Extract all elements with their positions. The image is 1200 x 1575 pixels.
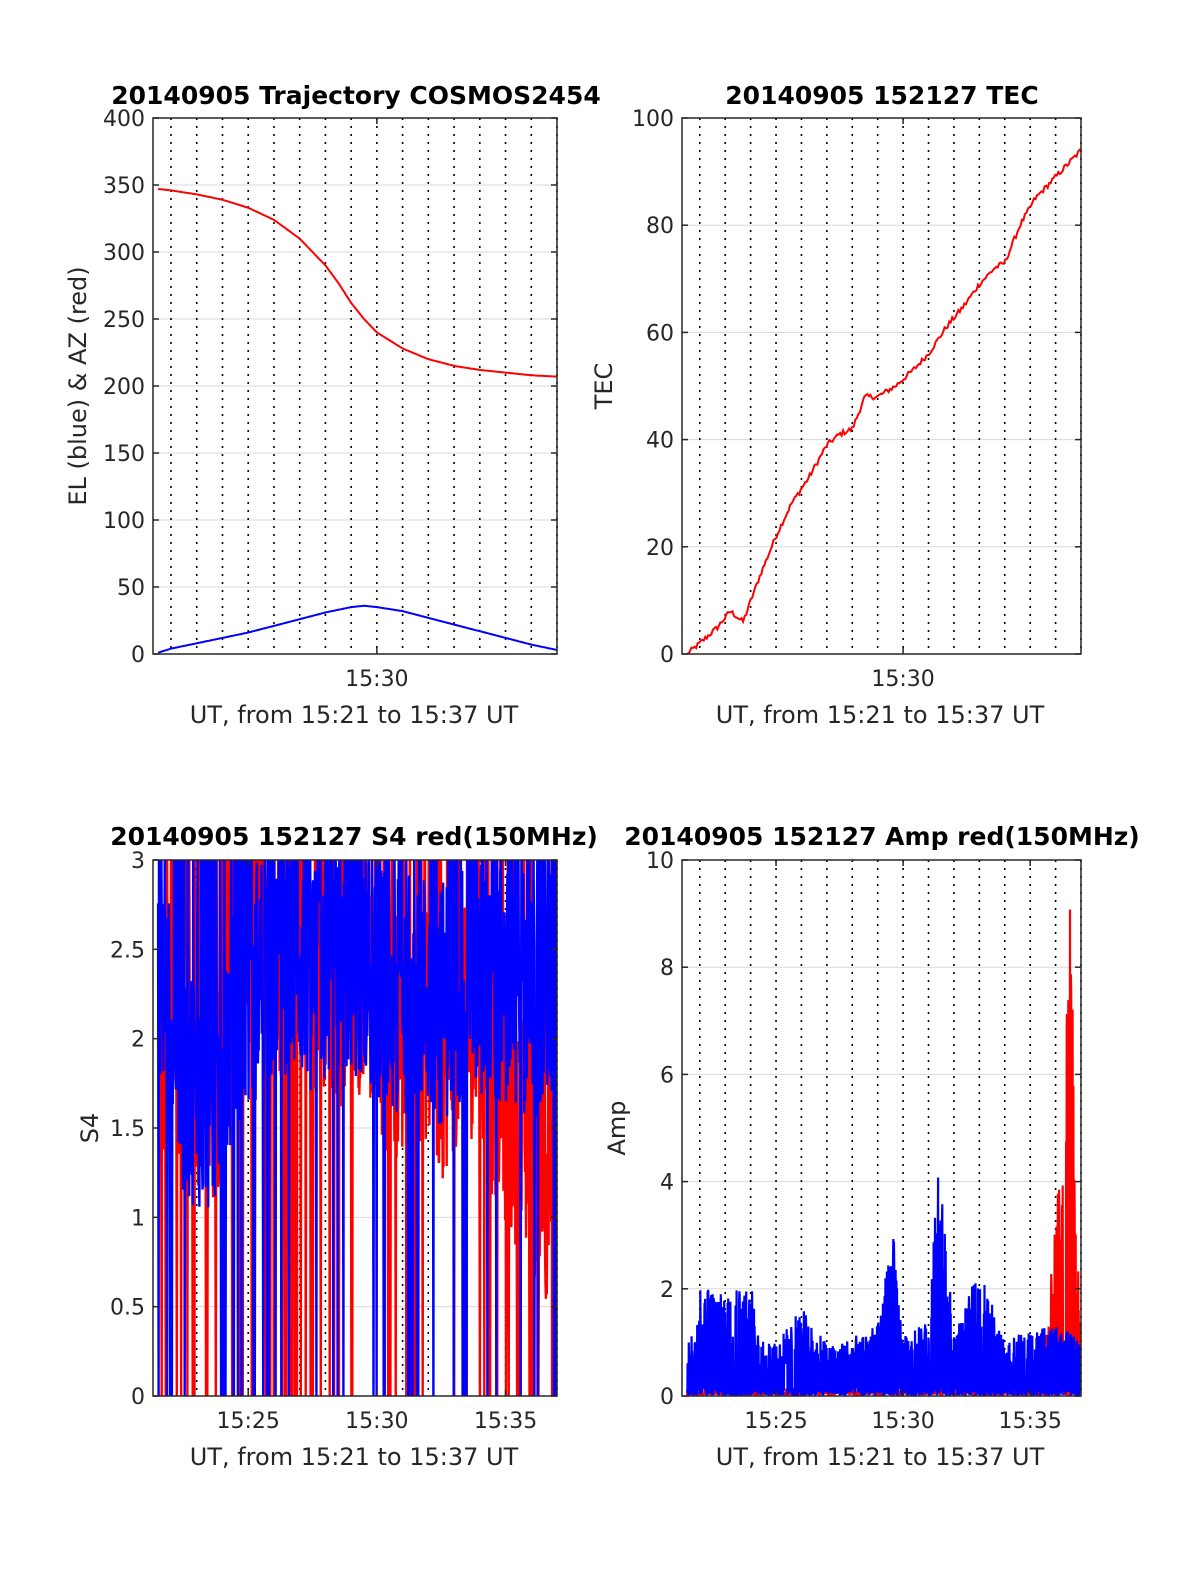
y-tick-label: 6 <box>660 1063 674 1088</box>
series-line-blue <box>157 604 557 654</box>
y-tick-label: 0 <box>131 1385 145 1410</box>
y-axis-label: EL (blue) & AZ (red) <box>64 266 92 505</box>
axes-frame <box>681 859 1082 1397</box>
y-tick-label: 1 <box>131 1206 145 1231</box>
series-line-blue <box>156 860 557 1396</box>
panel-trajectory: 20140905 Trajectory COSMOS2454 UT, from … <box>64 81 601 729</box>
chart-title: 20140905 152127 S4 red(150MHz) <box>110 822 598 851</box>
x-axis-label: UT, from 15:21 to 15:37 UT <box>190 1443 519 1471</box>
y-tick-label: 100 <box>103 509 145 534</box>
x-tick-label: 15:25 <box>744 1409 807 1434</box>
y-tick-label: 20 <box>646 536 674 561</box>
y-tick-label: 300 <box>103 241 145 266</box>
y-tick-label: 10 <box>646 849 674 874</box>
panel-s4: 20140905 152127 S4 red(150MHz) UT, from … <box>76 822 598 1471</box>
y-axis-label: TEC <box>590 363 618 411</box>
y-tick-label: 2 <box>131 1028 145 1053</box>
x-tick-label: 15:30 <box>871 1409 934 1434</box>
y-tick-label: 4 <box>660 1171 674 1196</box>
y-tick-label: 8 <box>660 956 674 981</box>
x-tick-label: 15:35 <box>474 1409 537 1434</box>
y-tick-label: 150 <box>103 442 145 467</box>
x-tick-label: 15:25 <box>217 1409 280 1434</box>
y-tick-label: 3 <box>131 849 145 874</box>
y-tick-label: 50 <box>117 576 145 601</box>
y-tick-label: 2 <box>660 1278 674 1303</box>
y-tick-label: 400 <box>103 107 145 132</box>
x-axis-label: UT, from 15:21 to 15:37 UT <box>190 701 519 729</box>
y-tick-label: 350 <box>103 174 145 199</box>
chart-title: 20140905 Trajectory COSMOS2454 <box>111 81 601 110</box>
x-axis-label: UT, from 15:21 to 15:37 UT <box>716 701 1045 729</box>
y-tick-label: 250 <box>103 308 145 333</box>
panel-amp: 20140905 152127 Amp red(150MHz) UT, from… <box>603 822 1140 1471</box>
x-tick-label: 15:35 <box>998 1409 1061 1434</box>
y-axis-label: S4 <box>76 1113 104 1144</box>
y-tick-label: 0 <box>131 643 145 668</box>
chart-title: 20140905 152127 TEC <box>725 81 1038 110</box>
series-line-red <box>157 188 557 378</box>
y-tick-label: 0.5 <box>110 1296 145 1321</box>
y-tick-label: 0 <box>660 643 674 668</box>
y-tick-label: 80 <box>646 214 674 239</box>
x-tick-label: 15:30 <box>871 667 934 692</box>
x-tick-label: 15:30 <box>345 667 408 692</box>
y-tick-label: 60 <box>646 321 674 346</box>
y-tick-label: 200 <box>103 375 145 400</box>
chart-title: 20140905 152127 Amp red(150MHz) <box>624 822 1140 851</box>
y-tick-label: 1.5 <box>110 1117 145 1142</box>
y-tick-label: 40 <box>646 429 674 454</box>
y-tick-label: 0 <box>660 1385 674 1410</box>
x-tick-label: 15:30 <box>345 1409 408 1434</box>
y-tick-label: 2.5 <box>110 938 145 963</box>
y-axis-label: Amp <box>603 1100 631 1155</box>
x-axis-label: UT, from 15:21 to 15:37 UT <box>716 1443 1045 1471</box>
y-tick-label: 100 <box>632 107 674 132</box>
axes-frame <box>681 117 1082 655</box>
panel-tec: 20140905 152127 TEC UT, from 15:21 to 15… <box>590 81 1082 729</box>
series-line-red <box>686 147 1081 654</box>
